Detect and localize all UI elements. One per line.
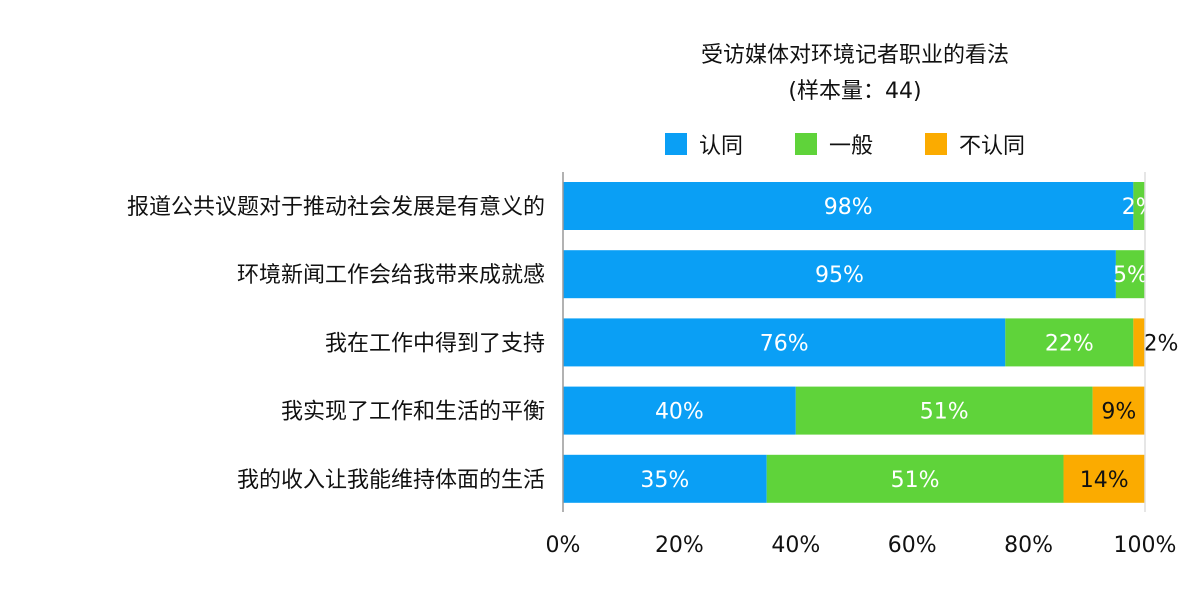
x-tick-label-4: 80%	[1004, 533, 1053, 558]
category-label-4: 我的收入让我能维持体面的生活	[237, 468, 545, 493]
data-label-0-0: 98%	[824, 195, 873, 220]
bar-segment-4-0	[563, 454, 767, 503]
chart-subtitle: (样本量：44)	[788, 79, 921, 104]
data-label-4-0: 35%	[640, 468, 689, 493]
x-tick-label-1: 20%	[655, 533, 704, 558]
data-label-2-1: 22%	[1045, 331, 1094, 356]
category-labels: 报道公共议题对于推动社会发展是有意义的环境新闻工作会给我带来成就感我在工作中得到…	[127, 195, 545, 493]
data-label-4-1: 51%	[891, 468, 940, 493]
bar-segment-3-0	[563, 386, 796, 435]
x-tick-label-2: 40%	[771, 533, 820, 558]
bar-segment-4-2	[1063, 454, 1145, 503]
legend-swatch-2	[925, 133, 947, 155]
bar-segment-2-2	[1133, 318, 1145, 367]
data-label-0-1: 2%	[1122, 195, 1157, 220]
category-label-3: 我实现了工作和生活的平衡	[281, 400, 545, 425]
legend: 认同 一般 不认同	[665, 133, 1025, 159]
legend-label-0: 认同	[699, 134, 743, 159]
category-label-0: 报道公共议题对于推动社会发展是有意义的	[127, 195, 545, 220]
data-label-4-2: 14%	[1080, 468, 1129, 493]
legend-swatch-1	[795, 133, 817, 155]
data-label-3-0: 40%	[655, 400, 704, 425]
bar-segment-0-0	[563, 182, 1134, 230]
data-label-2-2: 2%	[1144, 331, 1179, 356]
bar-segment-1-0	[563, 250, 1116, 299]
legend-label-1: 一般	[829, 134, 873, 159]
bar-segment-2-1	[1005, 318, 1134, 367]
data-label-3-2: 9%	[1101, 400, 1136, 425]
category-label-1: 环境新闻工作会给我带来成就感	[237, 263, 545, 288]
legend-label-2: 不认同	[959, 134, 1025, 159]
bar-segment-1-1	[1115, 250, 1145, 299]
bar-segment-0-1	[1133, 182, 1145, 230]
bar-segment-3-1	[795, 386, 1093, 435]
data-label-3-1: 51%	[920, 400, 969, 425]
data-label-1-0: 95%	[815, 263, 864, 288]
bars: 98% 2% 95% 5% 76% 22% 40% 51% 9% 35% 51% 14% 2%	[563, 182, 1178, 503]
x-axis-ticks: 0% 20% 40% 60% 80% 100%	[546, 533, 1177, 558]
bar-segment-4-1	[766, 454, 1064, 503]
category-label-2: 我在工作中得到了支持	[325, 331, 545, 356]
data-label-2-0: 76%	[760, 331, 809, 356]
x-tick-label-3: 60%	[888, 533, 937, 558]
data-label-1-1: 5%	[1113, 263, 1148, 288]
bar-segment-3-2	[1092, 386, 1145, 435]
chart-title: 受访媒体对环境记者职业的看法	[701, 43, 1009, 68]
legend-swatch-0	[665, 133, 687, 155]
x-tick-label-5: 100%	[1114, 533, 1177, 558]
bar-segment-2-0	[563, 318, 1006, 367]
x-tick-label-0: 0%	[546, 533, 581, 558]
